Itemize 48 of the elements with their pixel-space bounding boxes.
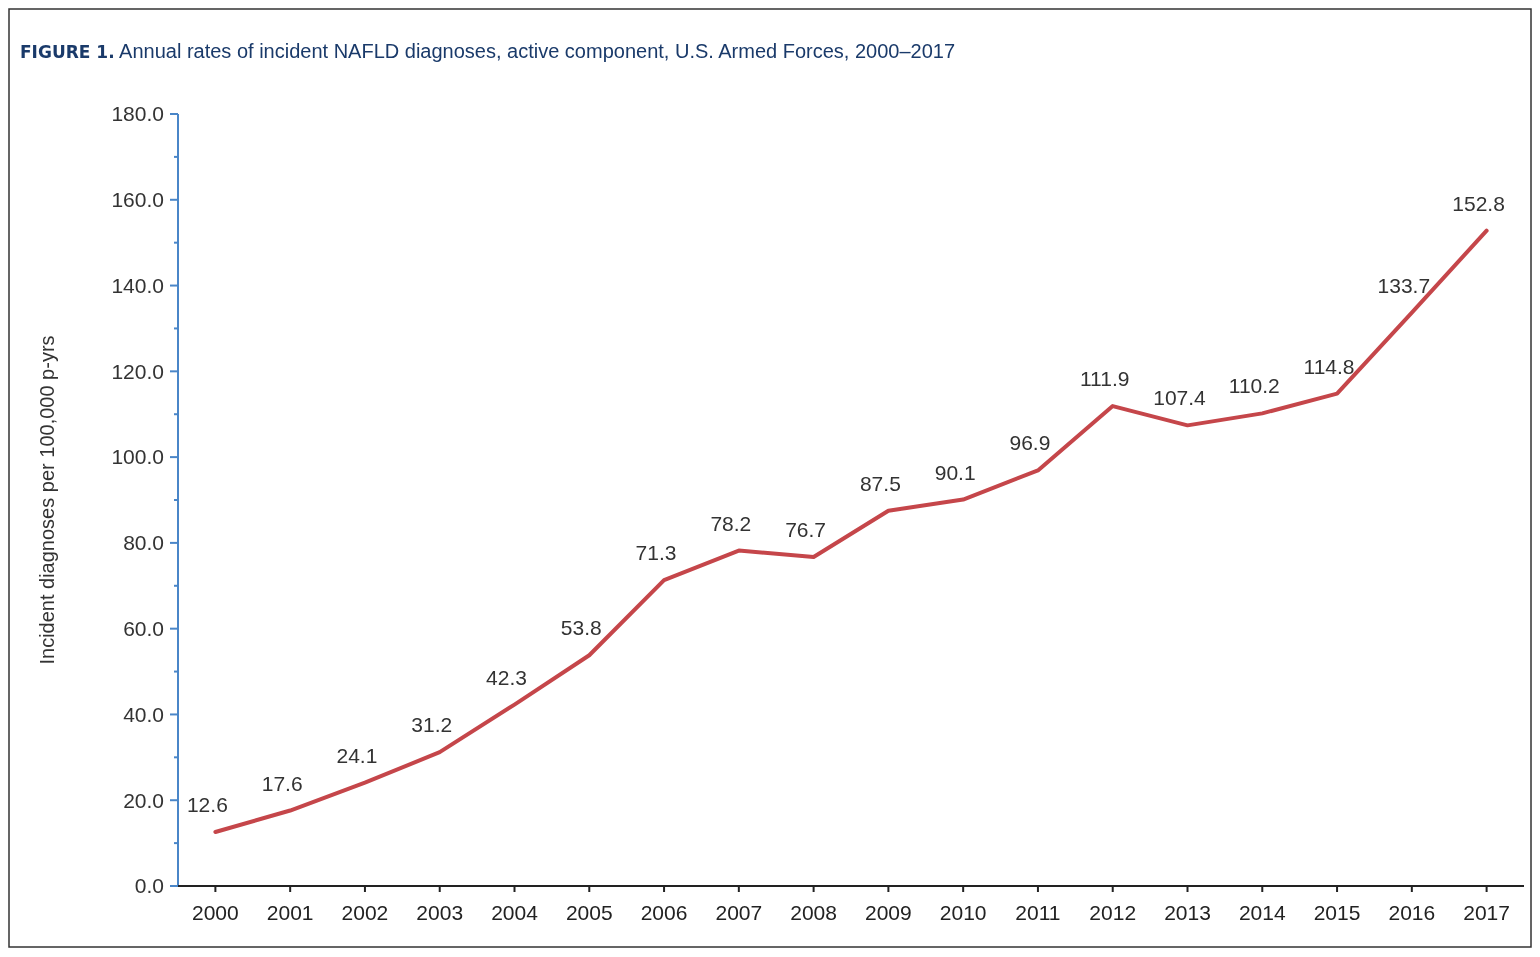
y-tick-label: 120.0	[111, 359, 164, 383]
data-label: 111.9	[1080, 367, 1130, 391]
chart-title: FIGURE 1. Annual rates of incident NAFLD diagnoses, active component, U.S. Armed Forces, 2000–2017	[20, 40, 956, 62]
data-label: 17.6	[261, 771, 303, 795]
x-tick-label: 2006	[640, 901, 688, 924]
y-tick-label: 20.0	[123, 788, 164, 812]
x-tick-label: 2013	[1164, 901, 1211, 924]
y-tick-label: 180.0	[111, 102, 164, 126]
x-tick-label: 2008	[790, 901, 837, 924]
data-label: 12.6	[186, 792, 228, 816]
y-tick-label: 40.0	[123, 702, 164, 726]
x-tick-label: 2016	[1388, 901, 1436, 924]
data-label: 53.8	[560, 616, 602, 640]
x-tick-label: 2017	[1463, 901, 1510, 924]
y-tick-label: 80.0	[123, 531, 164, 555]
x-tick-label: 2002	[341, 901, 389, 924]
data-label: 71.3	[635, 541, 677, 565]
x-tick-label: 2010	[939, 901, 987, 924]
data-label: 107.4	[1153, 386, 1207, 410]
data-label: 114.8	[1303, 354, 1355, 378]
data-label: 133.7	[1377, 273, 1431, 297]
y-tick-label: 60.0	[123, 617, 164, 641]
x-tick-label: 2014	[1238, 901, 1286, 924]
data-label: 90.1	[934, 460, 976, 484]
x-tick-label: 2015	[1313, 901, 1361, 924]
x-tick-label: 2011	[1015, 901, 1061, 924]
data-label: 87.5	[859, 471, 901, 495]
data-label: 110.2	[1228, 374, 1280, 398]
data-label: 24.1	[336, 743, 378, 767]
data-label: 31.2	[411, 713, 453, 737]
y-axis-title: Incident diagnoses per 100,000 p-yrs	[36, 335, 58, 665]
x-tick-label: 2001	[266, 901, 314, 924]
x-tick-label: 2003	[416, 901, 464, 924]
data-label: 78.2	[710, 511, 752, 535]
x-tick-label: 2007	[715, 901, 763, 924]
data-label: 42.3	[486, 665, 527, 689]
data-label: 76.7	[785, 518, 827, 542]
x-tick-label: 2000	[192, 901, 239, 924]
y-tick-label: 140.0	[111, 273, 164, 297]
x-tick-label: 2005	[565, 901, 613, 924]
data-label: 96.9	[1009, 431, 1051, 455]
x-tick-label: 2004	[491, 901, 539, 924]
x-tick-label: 2009	[865, 901, 912, 924]
data-label: 152.8	[1452, 191, 1505, 215]
y-tick-label: 160.0	[111, 188, 164, 212]
y-tick-label: 100.0	[111, 445, 164, 469]
y-tick-label: 0.0	[134, 874, 164, 898]
x-tick-label: 2012	[1089, 901, 1137, 924]
